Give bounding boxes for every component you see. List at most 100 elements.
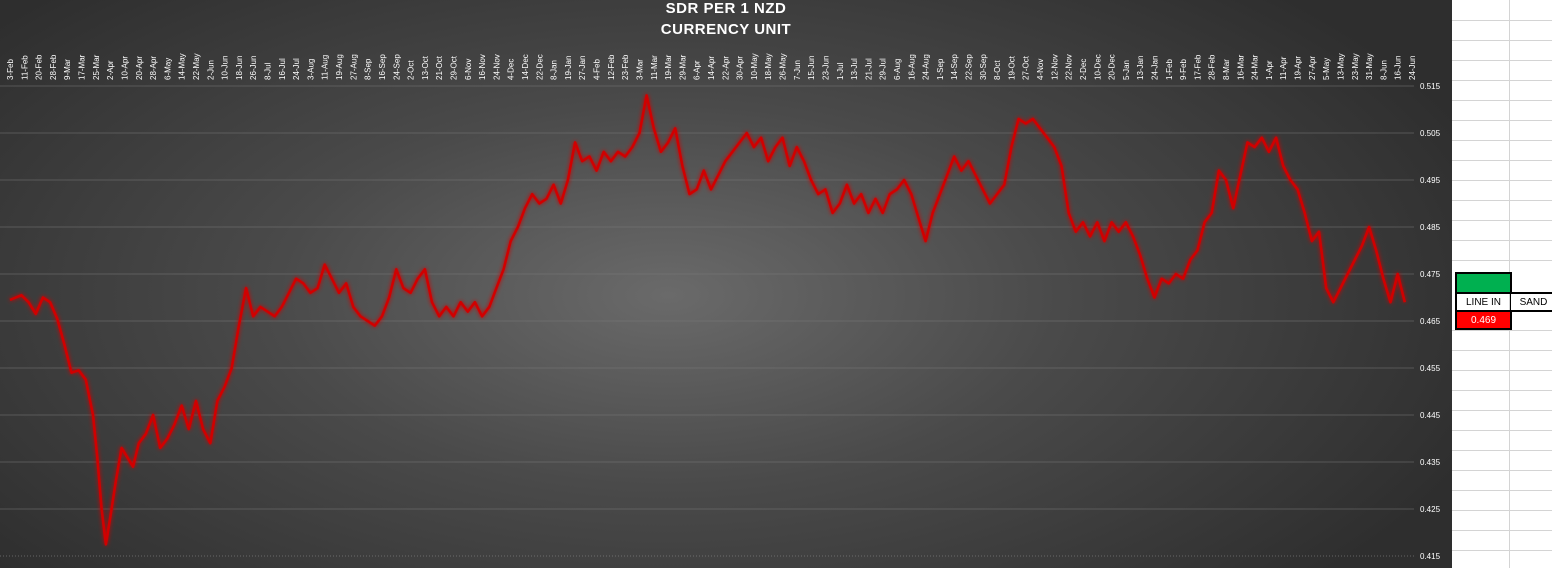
line-in-value-cell[interactable]: 0.469 xyxy=(1455,310,1512,330)
x-tick-label: 16-Mar xyxy=(1236,54,1245,80)
sand-label-cell[interactable]: SAND xyxy=(1519,297,1548,308)
sheet-row-line xyxy=(1452,550,1552,551)
x-tick-label: 29-Mar xyxy=(678,54,687,80)
x-tick-label: 2-Oct xyxy=(407,60,416,80)
x-tick-label: 24-Jun xyxy=(1408,56,1417,80)
x-tick-label: 4-Nov xyxy=(1036,59,1045,80)
x-tick-label: 1-Feb xyxy=(1165,59,1174,80)
y-tick-label: 0.455 xyxy=(1420,364,1441,373)
x-tick-label: 13-Jul xyxy=(850,58,859,80)
x-tick-label: 28-Feb xyxy=(49,54,58,80)
series-layer xyxy=(9,94,1407,546)
x-tick-label: 10-May xyxy=(750,53,759,80)
x-tick-label: 13-May xyxy=(1336,53,1345,80)
x-tick-label: 25-Mar xyxy=(92,54,101,80)
x-tick-label: 20-Apr xyxy=(135,56,144,80)
x-tick-label: 28-Feb xyxy=(1208,54,1217,80)
x-tick-label: 30-Sep xyxy=(979,54,988,80)
x-tick-label: 11-Apr xyxy=(1279,56,1288,80)
sheet-row-line xyxy=(1452,220,1552,221)
y-tick-label: 0.485 xyxy=(1420,223,1441,232)
x-tick-label: 16-Sep xyxy=(378,54,387,80)
line-chart: 0.515 0.505 0.495 0.485 0.475 0.465 0.455 0.445… xyxy=(0,53,1441,557)
x-tick-label: 27-Aug xyxy=(349,54,358,80)
x-tick-label: 1-Jul xyxy=(836,62,845,80)
y-tick-label: 0.435 xyxy=(1420,458,1441,467)
x-tick-label: 26-Jun xyxy=(249,56,258,80)
x-tick-label: 8-Jul xyxy=(264,62,273,80)
sheet-row-line xyxy=(1452,200,1552,201)
sheet-row-line xyxy=(1452,530,1552,531)
x-tick-label: 2-Jun xyxy=(206,60,215,80)
x-tick-label: 19-Jan xyxy=(564,56,573,80)
x-tick-label: 3-Aug xyxy=(306,59,315,80)
x-tick-label: 30-Apr xyxy=(736,56,745,80)
x-tick-label: 24-Jul xyxy=(292,58,301,80)
sheet-row-line xyxy=(1452,260,1552,261)
x-tick-label: 2-Apr xyxy=(106,60,115,80)
x-tick-label: 3-Feb xyxy=(6,59,15,80)
x-tick-label: 16-Jun xyxy=(1394,56,1403,80)
y-tick-label: 0.425 xyxy=(1420,505,1441,514)
x-tick-label: 28-Apr xyxy=(149,56,158,80)
sheet-row-line xyxy=(1452,470,1552,471)
y-tick-label: 0.465 xyxy=(1420,317,1441,326)
sheet-row-line xyxy=(1452,180,1552,181)
sheet-row-line xyxy=(1452,40,1552,41)
sheet-row-line xyxy=(1452,240,1552,241)
x-tick-label: 20-Dec xyxy=(1108,54,1117,80)
x-tick-label: 10-Apr xyxy=(120,56,129,80)
x-tick-label: 23-May xyxy=(1351,53,1360,80)
sheet-row-line xyxy=(1452,370,1552,371)
chart-title: SDR PER 1 NZD xyxy=(665,0,787,17)
x-tick-label: 18-May xyxy=(764,53,773,80)
x-tick-label: 10-Jun xyxy=(221,56,230,80)
sheet-row-line xyxy=(1452,160,1552,161)
x-tick-label: 17-Mar xyxy=(78,54,87,80)
gridlines xyxy=(0,85,1414,557)
sheet-row-line xyxy=(1452,20,1552,21)
x-tick-label: 9-Feb xyxy=(1179,59,1188,80)
sheet-row-line xyxy=(1452,450,1552,451)
x-tick-label: 22-Apr xyxy=(721,56,730,80)
x-tick-label: 5-Jan xyxy=(1122,60,1131,80)
x-tick-label: 22-Nov xyxy=(1065,54,1074,80)
x-tick-label: 11-Feb xyxy=(20,55,29,80)
x-tick-label: 1-Sep xyxy=(936,58,945,80)
x-tick-label: 4-Feb xyxy=(593,59,602,80)
x-tick-label: 8-Oct xyxy=(993,60,1002,80)
x-tick-label: 23-Jun xyxy=(821,56,830,80)
x-tick-label: 11-Aug xyxy=(321,55,330,80)
x-tick-label: 8-Sep xyxy=(364,58,373,80)
x-tick-label: 5-May xyxy=(1322,58,1331,80)
series-line xyxy=(9,94,1407,546)
x-tick-label: 27-Jan xyxy=(578,56,587,80)
y-tick-label: 0.445 xyxy=(1420,411,1441,420)
x-tick-label: 27-Oct xyxy=(1022,55,1031,80)
x-tick-label: 19-Oct xyxy=(1007,55,1016,80)
sheet-row-line xyxy=(1452,80,1552,81)
x-tick-label: 7-Jun xyxy=(793,60,802,80)
green-indicator-cell[interactable] xyxy=(1455,272,1512,294)
x-tick-label: 21-Oct xyxy=(435,55,444,80)
line-in-label-cell[interactable]: LINE IN xyxy=(1457,294,1511,310)
x-tick-label: 24-Nov xyxy=(492,54,501,80)
x-tick-label: 23-Feb xyxy=(621,54,630,80)
x-tick-label: 27-Apr xyxy=(1308,56,1317,80)
y-tick-label: 0.495 xyxy=(1420,176,1441,185)
y-tick-label: 0.505 xyxy=(1420,129,1441,138)
x-tick-label: 24-Jan xyxy=(1150,56,1159,80)
sheet-row-line xyxy=(1452,100,1552,101)
x-axis-ticks: 3-Feb 11-Feb 20-Feb 28-Feb 9-Mar 17-Mar 25-Mar… xyxy=(6,53,1417,80)
x-tick-label: 10-Dec xyxy=(1093,54,1102,80)
x-tick-label: 19-Aug xyxy=(335,54,344,80)
spreadsheet-panel: LINE IN SAND 0.469 xyxy=(1452,0,1552,568)
x-tick-label: 6-May xyxy=(163,58,172,80)
x-tick-label: 13-Oct xyxy=(421,55,430,80)
x-tick-label: 9-Mar xyxy=(63,59,72,80)
x-tick-label: 16-Jul xyxy=(278,58,287,80)
x-tick-label: 19-Apr xyxy=(1294,56,1303,80)
x-tick-label: 6-Aug xyxy=(893,59,902,80)
x-tick-label: 6-Apr xyxy=(693,60,702,80)
x-tick-label: 3-Mar xyxy=(635,59,644,80)
